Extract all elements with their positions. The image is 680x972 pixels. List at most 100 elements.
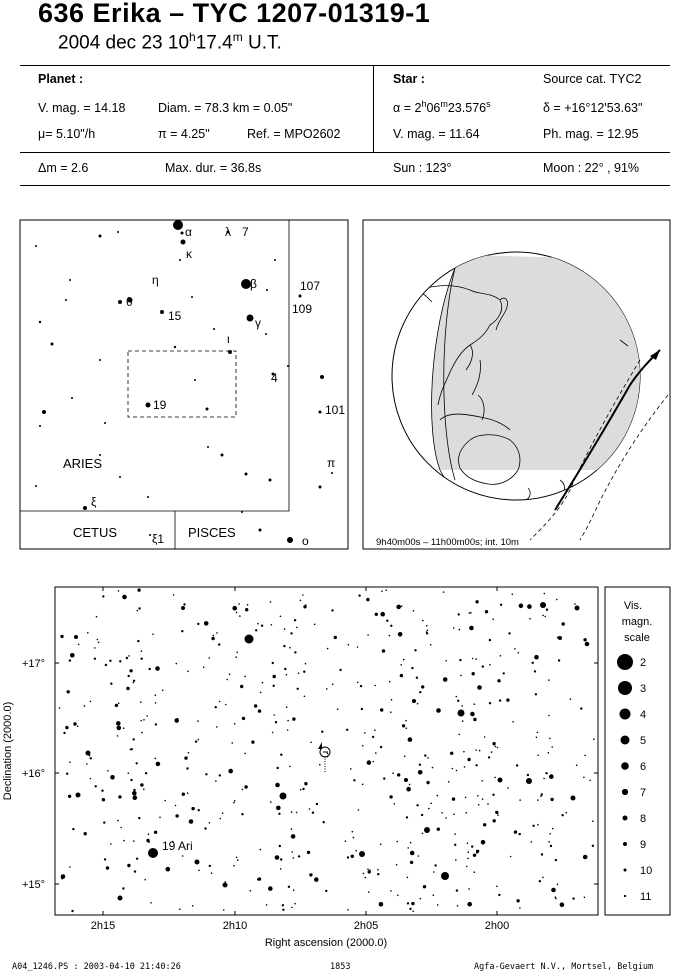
field-star (198, 869, 200, 872)
field-star (492, 793, 495, 796)
field-star (181, 792, 185, 796)
field-star (488, 702, 492, 705)
field-star (473, 717, 477, 722)
field-star (355, 849, 358, 852)
field-star (132, 738, 135, 741)
field-star (285, 674, 288, 676)
field-star (319, 763, 321, 766)
field-star (499, 655, 502, 657)
constellation-pisces: PISCES (188, 525, 236, 540)
finder-star (271, 372, 275, 376)
star-phmag: Ph. mag. = 12.95 (543, 127, 639, 141)
field-star (275, 782, 280, 788)
shadow-direction-arrow (650, 350, 660, 360)
field-star (333, 635, 337, 640)
field-star (377, 868, 379, 871)
field-star (116, 721, 121, 726)
field-star (489, 663, 491, 666)
field-star (499, 603, 503, 606)
field-star (531, 661, 534, 664)
field-star (475, 849, 480, 853)
field-star (497, 679, 501, 683)
field-star (122, 887, 125, 890)
field-star (241, 716, 246, 721)
field-star (475, 600, 479, 604)
field-star (543, 777, 545, 780)
field-star (140, 719, 142, 722)
finder-star (287, 365, 289, 367)
field-star (71, 909, 74, 913)
field-star (549, 737, 551, 740)
field-star (122, 594, 127, 600)
field-star (454, 833, 456, 835)
field-star (204, 827, 207, 830)
field-star (468, 888, 470, 890)
field-star (456, 905, 459, 907)
field-star (561, 622, 565, 626)
ra-tick-2h15: 2h15 (91, 920, 115, 932)
field-star (104, 663, 108, 667)
field-star (226, 678, 228, 681)
finder-star (104, 422, 106, 424)
field-star (107, 770, 109, 772)
field-star (203, 621, 209, 626)
field-star (540, 793, 543, 796)
field-star (463, 766, 466, 768)
field-star (424, 754, 427, 757)
mag-scale-dot (617, 654, 633, 670)
field-star (390, 890, 392, 892)
mag-scale-dot (622, 815, 628, 821)
field-star (366, 760, 372, 765)
field-star (396, 604, 402, 610)
field-star (260, 624, 264, 627)
field-star (218, 774, 221, 777)
field-star (591, 844, 595, 847)
field-star (120, 826, 122, 829)
field-star (172, 840, 174, 843)
field-star (451, 767, 454, 770)
field-star (257, 709, 262, 713)
field-star (140, 783, 144, 787)
finder-star (117, 231, 119, 233)
field-star (269, 601, 272, 603)
field-star (397, 632, 403, 637)
field-star (127, 674, 130, 678)
field-star (517, 651, 520, 654)
field-star (508, 632, 511, 635)
field-star (68, 659, 72, 662)
asteroid-track (318, 742, 331, 772)
bright-star (412, 699, 416, 703)
finder-star (99, 454, 101, 456)
finder-star (228, 350, 232, 354)
field-star (302, 787, 305, 791)
field-star (244, 675, 246, 678)
finder-star (119, 476, 121, 478)
field-star (445, 660, 448, 662)
field-star (216, 726, 218, 728)
field-star (418, 763, 422, 766)
field-star (545, 772, 548, 775)
field-star (276, 766, 279, 770)
max-duration: Max. dur. = 36.8s (165, 161, 262, 175)
field-star (421, 685, 425, 689)
field-star (378, 902, 384, 907)
finder-star (180, 239, 186, 245)
field-star (239, 615, 241, 617)
field-star (233, 801, 235, 804)
field-star (212, 634, 215, 637)
field-star (339, 668, 342, 672)
field-star (290, 811, 293, 813)
field-star (582, 854, 588, 860)
constellation-cetus: CETUS (73, 525, 117, 540)
finder-star-label: 4 (271, 371, 278, 385)
field-star (540, 795, 542, 797)
field-star (545, 608, 549, 611)
field-star (322, 821, 325, 824)
field-star (473, 703, 476, 705)
field-star (431, 766, 434, 769)
field-star (420, 813, 424, 817)
main-stars (58, 588, 595, 913)
field-star (460, 674, 462, 677)
finder-star-label: π (327, 456, 335, 470)
field-star (138, 607, 141, 610)
